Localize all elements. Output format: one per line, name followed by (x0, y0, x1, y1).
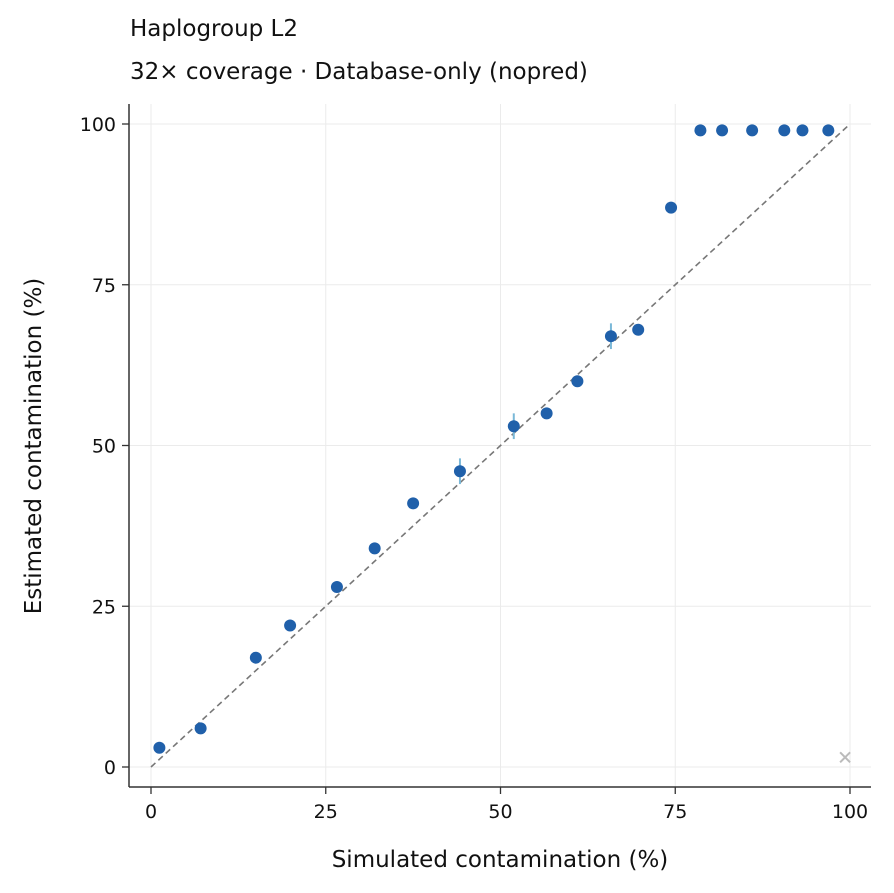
data-point (330, 580, 343, 593)
chart-subtitle: 32× coverage · Database-only (nopred) (130, 59, 588, 85)
data-point (694, 124, 707, 137)
data-point (507, 420, 520, 433)
failed-point-x-marker (839, 751, 851, 764)
x-axis-label: Simulated contamination (%) (332, 847, 669, 873)
data-point (407, 497, 420, 510)
x-tick-label: 100 (832, 801, 868, 823)
x-tick-label: 25 (314, 801, 338, 823)
y-tick-label: 25 (92, 596, 116, 618)
y-tick-label: 0 (104, 757, 116, 779)
data-point (284, 619, 297, 632)
data-point (249, 651, 262, 664)
y-tick-label: 75 (92, 275, 116, 297)
data-point (604, 330, 617, 343)
error-bars (458, 323, 612, 485)
identity-reference-line (150, 123, 851, 768)
data-point (778, 124, 791, 137)
ticks: 0 25 50 75 100 0 25 50 75 100 (80, 114, 868, 823)
x-tick-label: 50 (488, 801, 512, 823)
y-tick-label: 50 (92, 436, 116, 458)
failed-points (839, 751, 851, 764)
x-marker-stroke (839, 751, 851, 764)
data-point (153, 741, 166, 754)
data-point (453, 465, 466, 478)
data-point (571, 375, 584, 388)
data-point (368, 542, 381, 555)
chart-title: Haplogroup L2 (130, 16, 299, 42)
data-point (746, 124, 759, 137)
y-axis-label: Estimated contamination (%) (21, 278, 47, 615)
data-point (716, 124, 729, 137)
data-point (632, 323, 645, 336)
data-point (822, 124, 835, 137)
data-point (194, 722, 207, 735)
y-tick-label: 100 (80, 114, 116, 136)
data-point (796, 124, 809, 137)
data-point (540, 407, 553, 420)
data-points (153, 124, 835, 754)
data-point (665, 201, 678, 214)
x-tick-label: 75 (663, 801, 687, 823)
x-tick-label: 0 (145, 801, 157, 823)
